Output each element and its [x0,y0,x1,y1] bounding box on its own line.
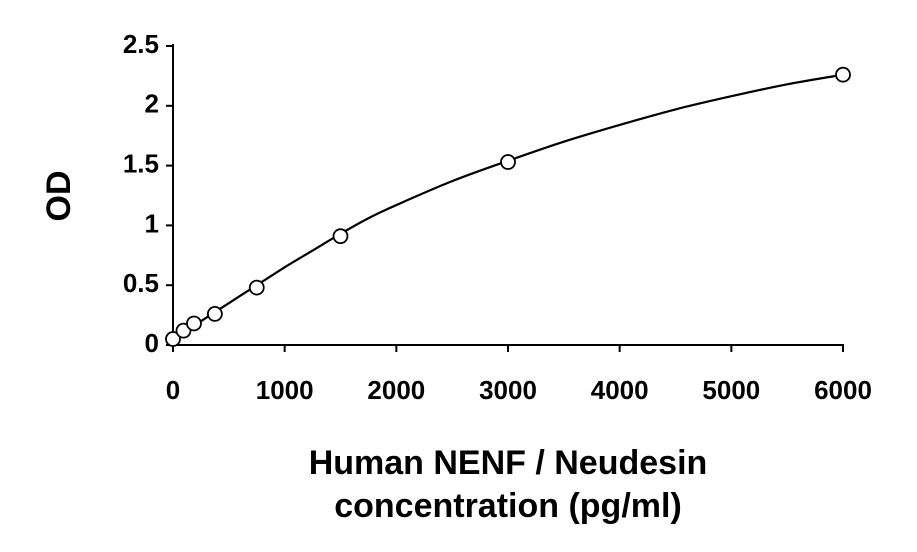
x-tick-label: 1000 [256,375,314,405]
y-tick-label: 0 [145,328,159,358]
y-tick-label: 1 [145,208,159,238]
x-tick-label: 6000 [814,375,872,405]
x-axis-title-line-2: concentration (pg/ml) [334,487,682,525]
data-point [500,154,516,170]
data-point [835,66,851,83]
y-tick-label: 2 [145,89,159,119]
x-tick-label: 4000 [591,375,649,405]
x-axis-title-line-1: Human NENF / Neudesin [309,444,708,482]
x-tick-label: 3000 [479,375,537,405]
data-point [165,331,181,347]
fit-curve [172,73,844,339]
y-tick-label: 0.5 [123,268,159,298]
y-tick-label: 2.5 [123,29,159,59]
x-tick-label: 0 [166,375,180,405]
x-tick-label: 5000 [702,375,760,405]
y-tick-label: 1.5 [123,148,159,178]
x-tick-label: 2000 [367,375,425,405]
data-point [332,228,349,245]
data-point [186,315,202,332]
data-point [206,306,223,322]
data-point [248,279,265,296]
x-axis: 0 1000 2000 3000 4000 5000 6000 [166,344,872,405]
data-point [175,322,192,339]
y-axis: 0 0.5 1 1.5 2 2.5 [123,29,174,358]
y-axis-title: OD [40,171,78,222]
